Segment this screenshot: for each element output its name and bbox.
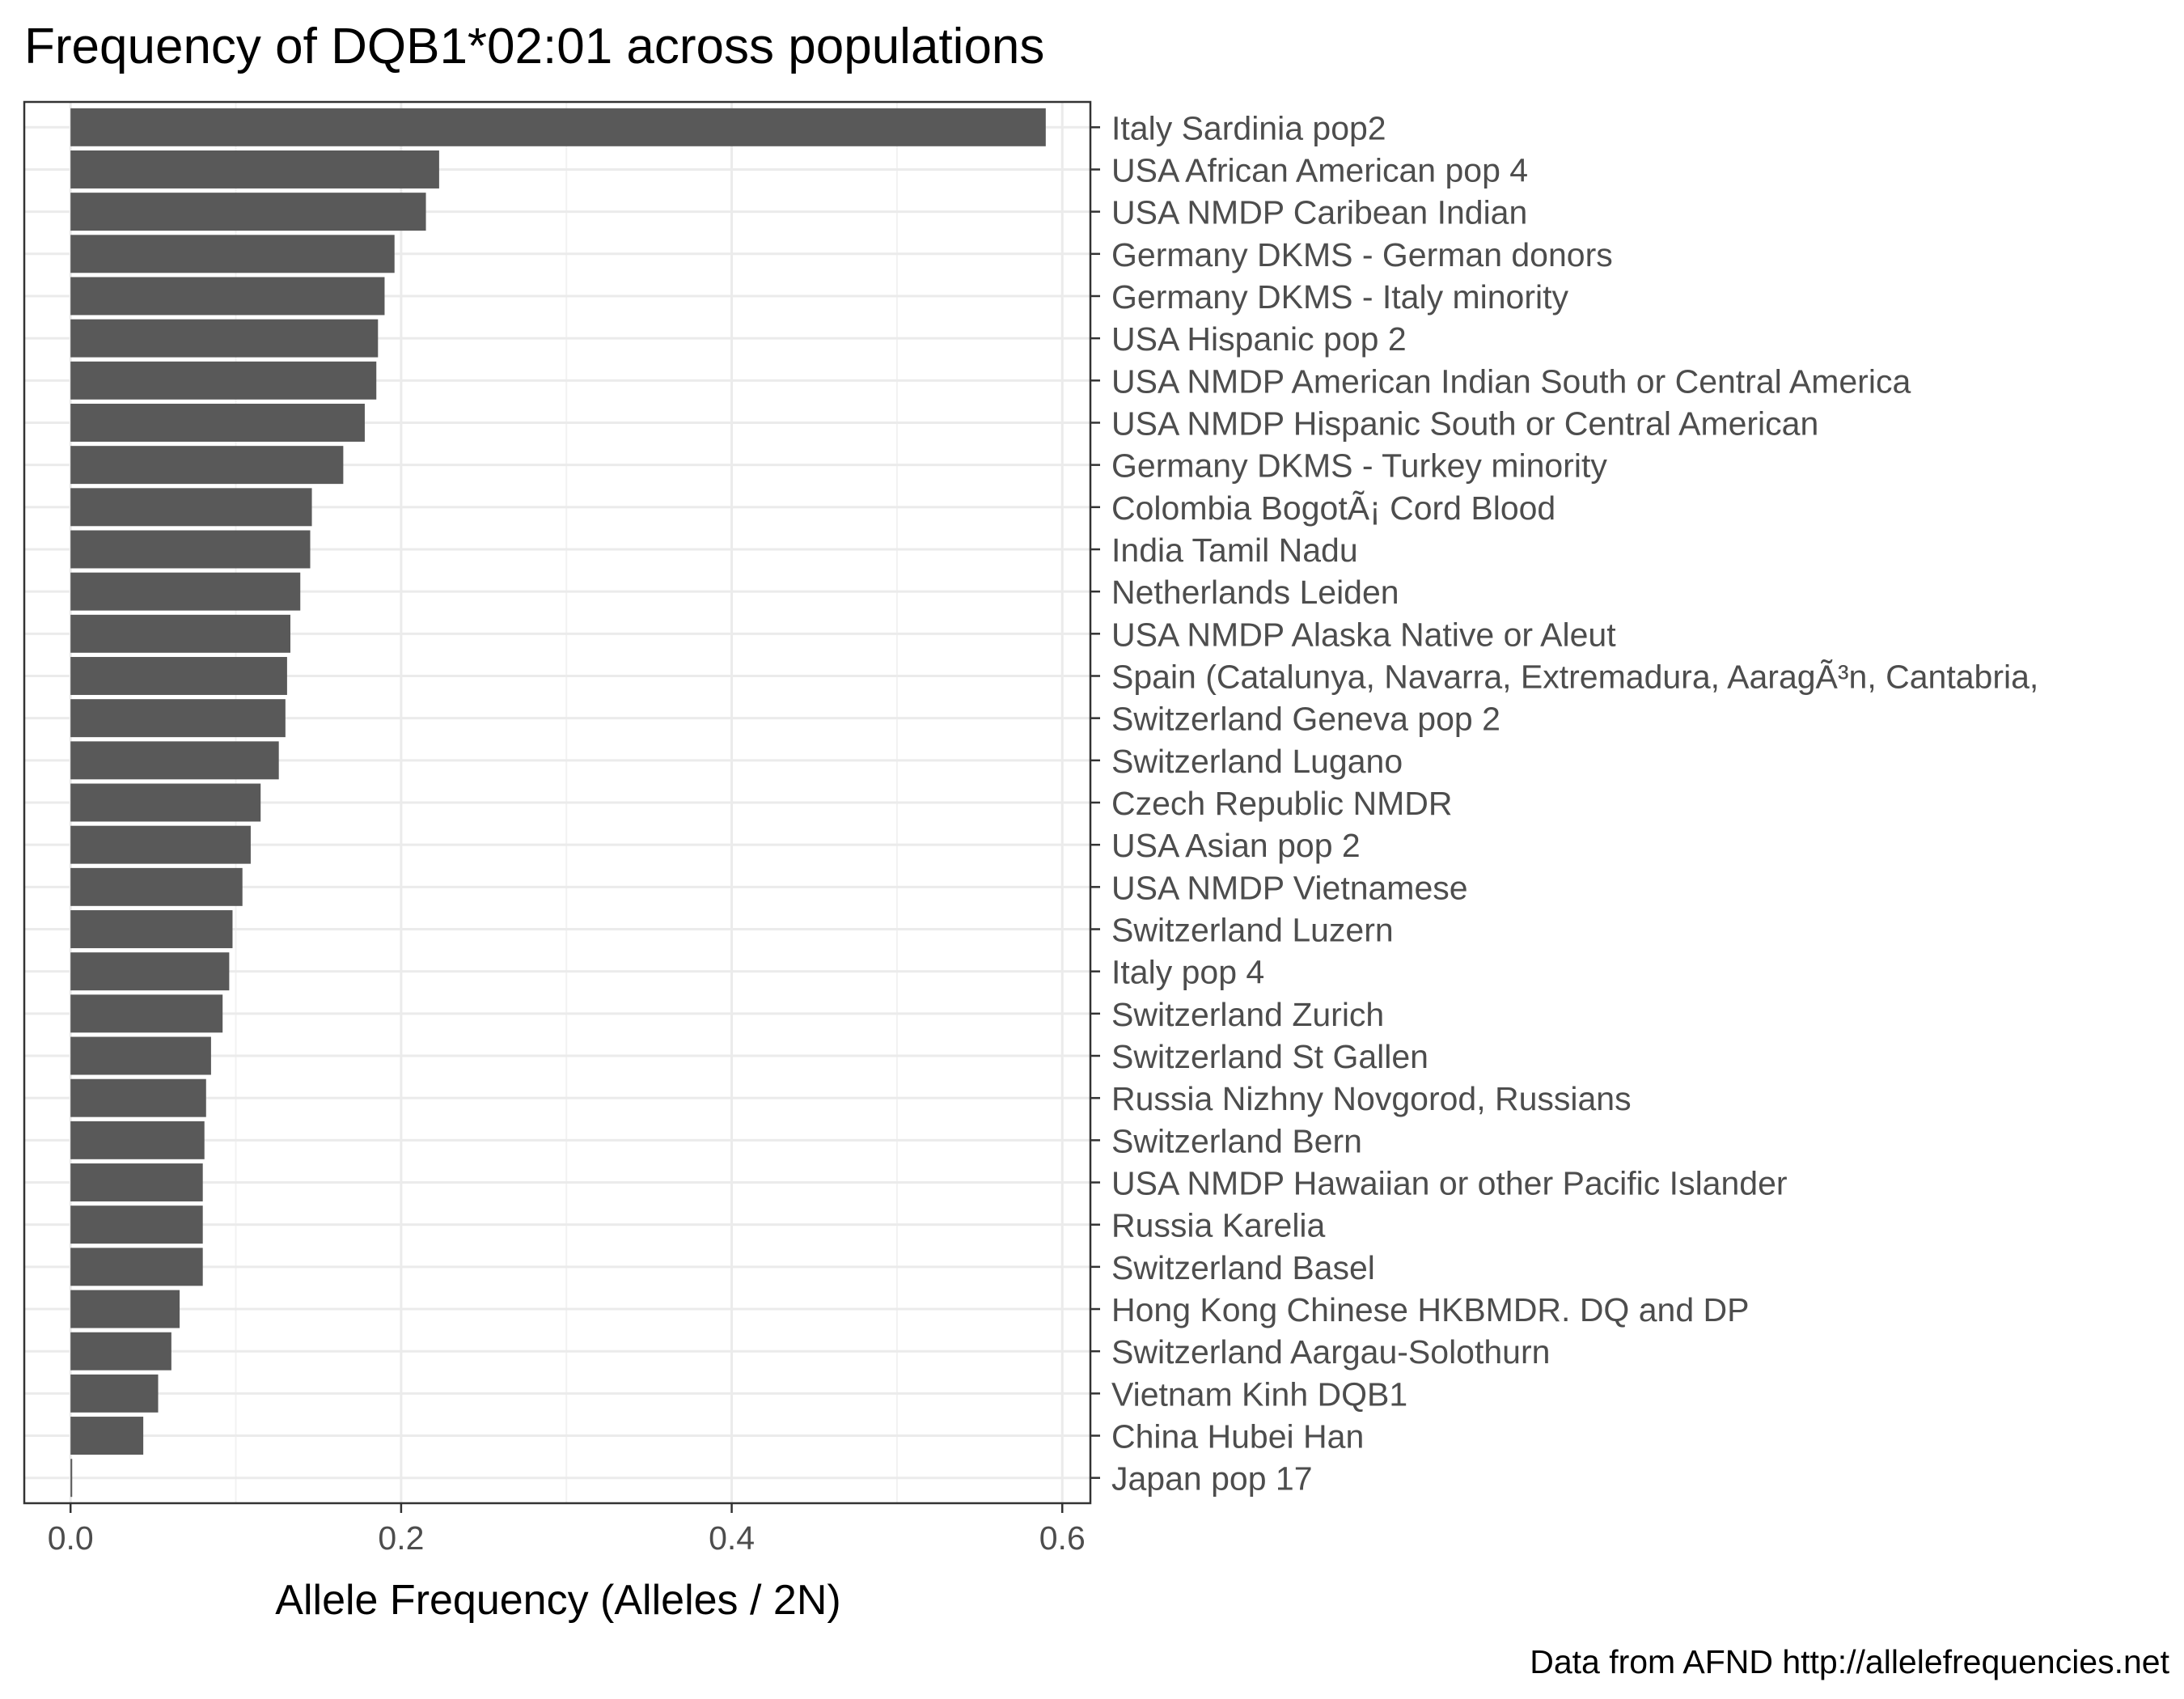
y-axis: Italy Sardinia pop2 USA African American … — [1090, 109, 2038, 1498]
y-tick-label: Switzerland St Gallen — [1111, 1038, 1428, 1075]
y-tick-label: Russia Karelia — [1111, 1207, 1326, 1244]
bar — [70, 150, 439, 189]
y-tick-label: USA Asian pop 2 — [1111, 827, 1361, 864]
bar — [70, 614, 290, 653]
bar — [70, 1036, 211, 1075]
bar — [70, 572, 301, 611]
bar — [70, 1374, 159, 1413]
y-tick-label: Switzerland Geneva pop 2 — [1111, 701, 1500, 738]
bar — [70, 1417, 144, 1455]
chart-caption: Data from AFND http://allelefrequencies.… — [1530, 1643, 2169, 1680]
bar — [70, 446, 344, 485]
bar — [70, 1459, 73, 1498]
y-tick-label: Colombia BogotÃ¡ Cord Blood — [1111, 489, 1555, 527]
y-tick-label: Vietnam Kinh DQB1 — [1111, 1375, 1407, 1413]
y-tick-label: India Tamil Nadu — [1111, 532, 1358, 569]
x-tick-label: 0.2 — [378, 1519, 424, 1557]
bar — [70, 867, 243, 906]
bar — [70, 1332, 171, 1371]
x-tick-label: 0.0 — [48, 1519, 94, 1557]
y-tick-label: Italy Sardinia pop2 — [1111, 109, 1386, 146]
y-tick-label: Russia Nizhny Novgorod, Russians — [1111, 1080, 1632, 1117]
y-tick-label: USA Hispanic pop 2 — [1111, 320, 1407, 358]
y-tick-label: USA African American pop 4 — [1111, 151, 1528, 189]
bar — [70, 530, 311, 569]
bar — [70, 488, 312, 527]
y-tick-label: Spain (Catalunya, Navarra, Extremadura, … — [1111, 658, 2038, 695]
y-tick-label: USA NMDP Vietnamese — [1111, 869, 1468, 906]
bar — [70, 235, 395, 273]
y-tick-label: Czech Republic NMDR — [1111, 785, 1453, 822]
y-tick-label: USA NMDP Caribean Indian — [1111, 194, 1527, 231]
bar — [70, 952, 230, 991]
bar — [70, 741, 279, 780]
y-tick-label: Italy pop 4 — [1111, 954, 1264, 991]
y-tick-label: Germany DKMS - German donors — [1111, 236, 1613, 273]
y-tick-label: Switzerland Zurich — [1111, 996, 1384, 1033]
y-tick-label: Netherlands Leiden — [1111, 574, 1399, 611]
x-tick-label: 0.6 — [1039, 1519, 1086, 1557]
bar — [70, 910, 233, 948]
y-tick-label: USA NMDP Alaska Native or Aleut — [1111, 616, 1616, 653]
bar — [70, 361, 377, 400]
x-axis: 0.0 0.2 0.4 0.6 — [48, 1503, 1086, 1557]
y-tick-label: Germany DKMS - Turkey minority — [1111, 447, 1607, 485]
y-tick-label: Switzerland Basel — [1111, 1249, 1375, 1286]
bar — [70, 994, 223, 1033]
y-tick-label: Japan pop 17 — [1111, 1460, 1313, 1498]
y-tick-label: Switzerland Luzern — [1111, 912, 1394, 949]
bar — [70, 825, 251, 864]
bar — [70, 277, 385, 316]
bar — [70, 783, 261, 822]
x-tick-label: 0.4 — [709, 1519, 755, 1557]
y-tick-label: Switzerland Lugano — [1111, 743, 1403, 780]
bar — [70, 1163, 203, 1201]
bar — [70, 1248, 203, 1286]
y-tick-label: USA NMDP Hispanic South or Central Ameri… — [1111, 405, 1818, 442]
plot-bars — [70, 108, 1046, 1498]
y-tick-label: Hong Kong Chinese HKBMDR. DQ and DP — [1111, 1291, 1749, 1328]
x-axis-title: Allele Frequency (Alleles / 2N) — [275, 1577, 840, 1624]
y-tick-label: Switzerland Aargau-Solothurn — [1111, 1333, 1550, 1371]
bar — [70, 1290, 180, 1328]
bar — [70, 108, 1046, 146]
bar — [70, 1205, 203, 1244]
y-tick-label: Switzerland Bern — [1111, 1122, 1362, 1159]
bar — [70, 1078, 206, 1117]
bar — [70, 319, 379, 358]
y-tick-label: USA NMDP Hawaiian or other Pacific Islan… — [1111, 1165, 1788, 1202]
bar — [70, 404, 365, 442]
y-tick-label: China Hubei Han — [1111, 1418, 1364, 1455]
y-tick-label: Germany DKMS - Italy minority — [1111, 278, 1568, 316]
bar — [70, 193, 426, 231]
chart-title: Frequency of DQB1*02:01 across populatio… — [24, 19, 1044, 74]
bar — [70, 657, 287, 695]
bar — [70, 699, 286, 738]
y-tick-label: USA NMDP American Indian South or Centra… — [1111, 362, 1911, 400]
bar — [70, 1121, 205, 1159]
